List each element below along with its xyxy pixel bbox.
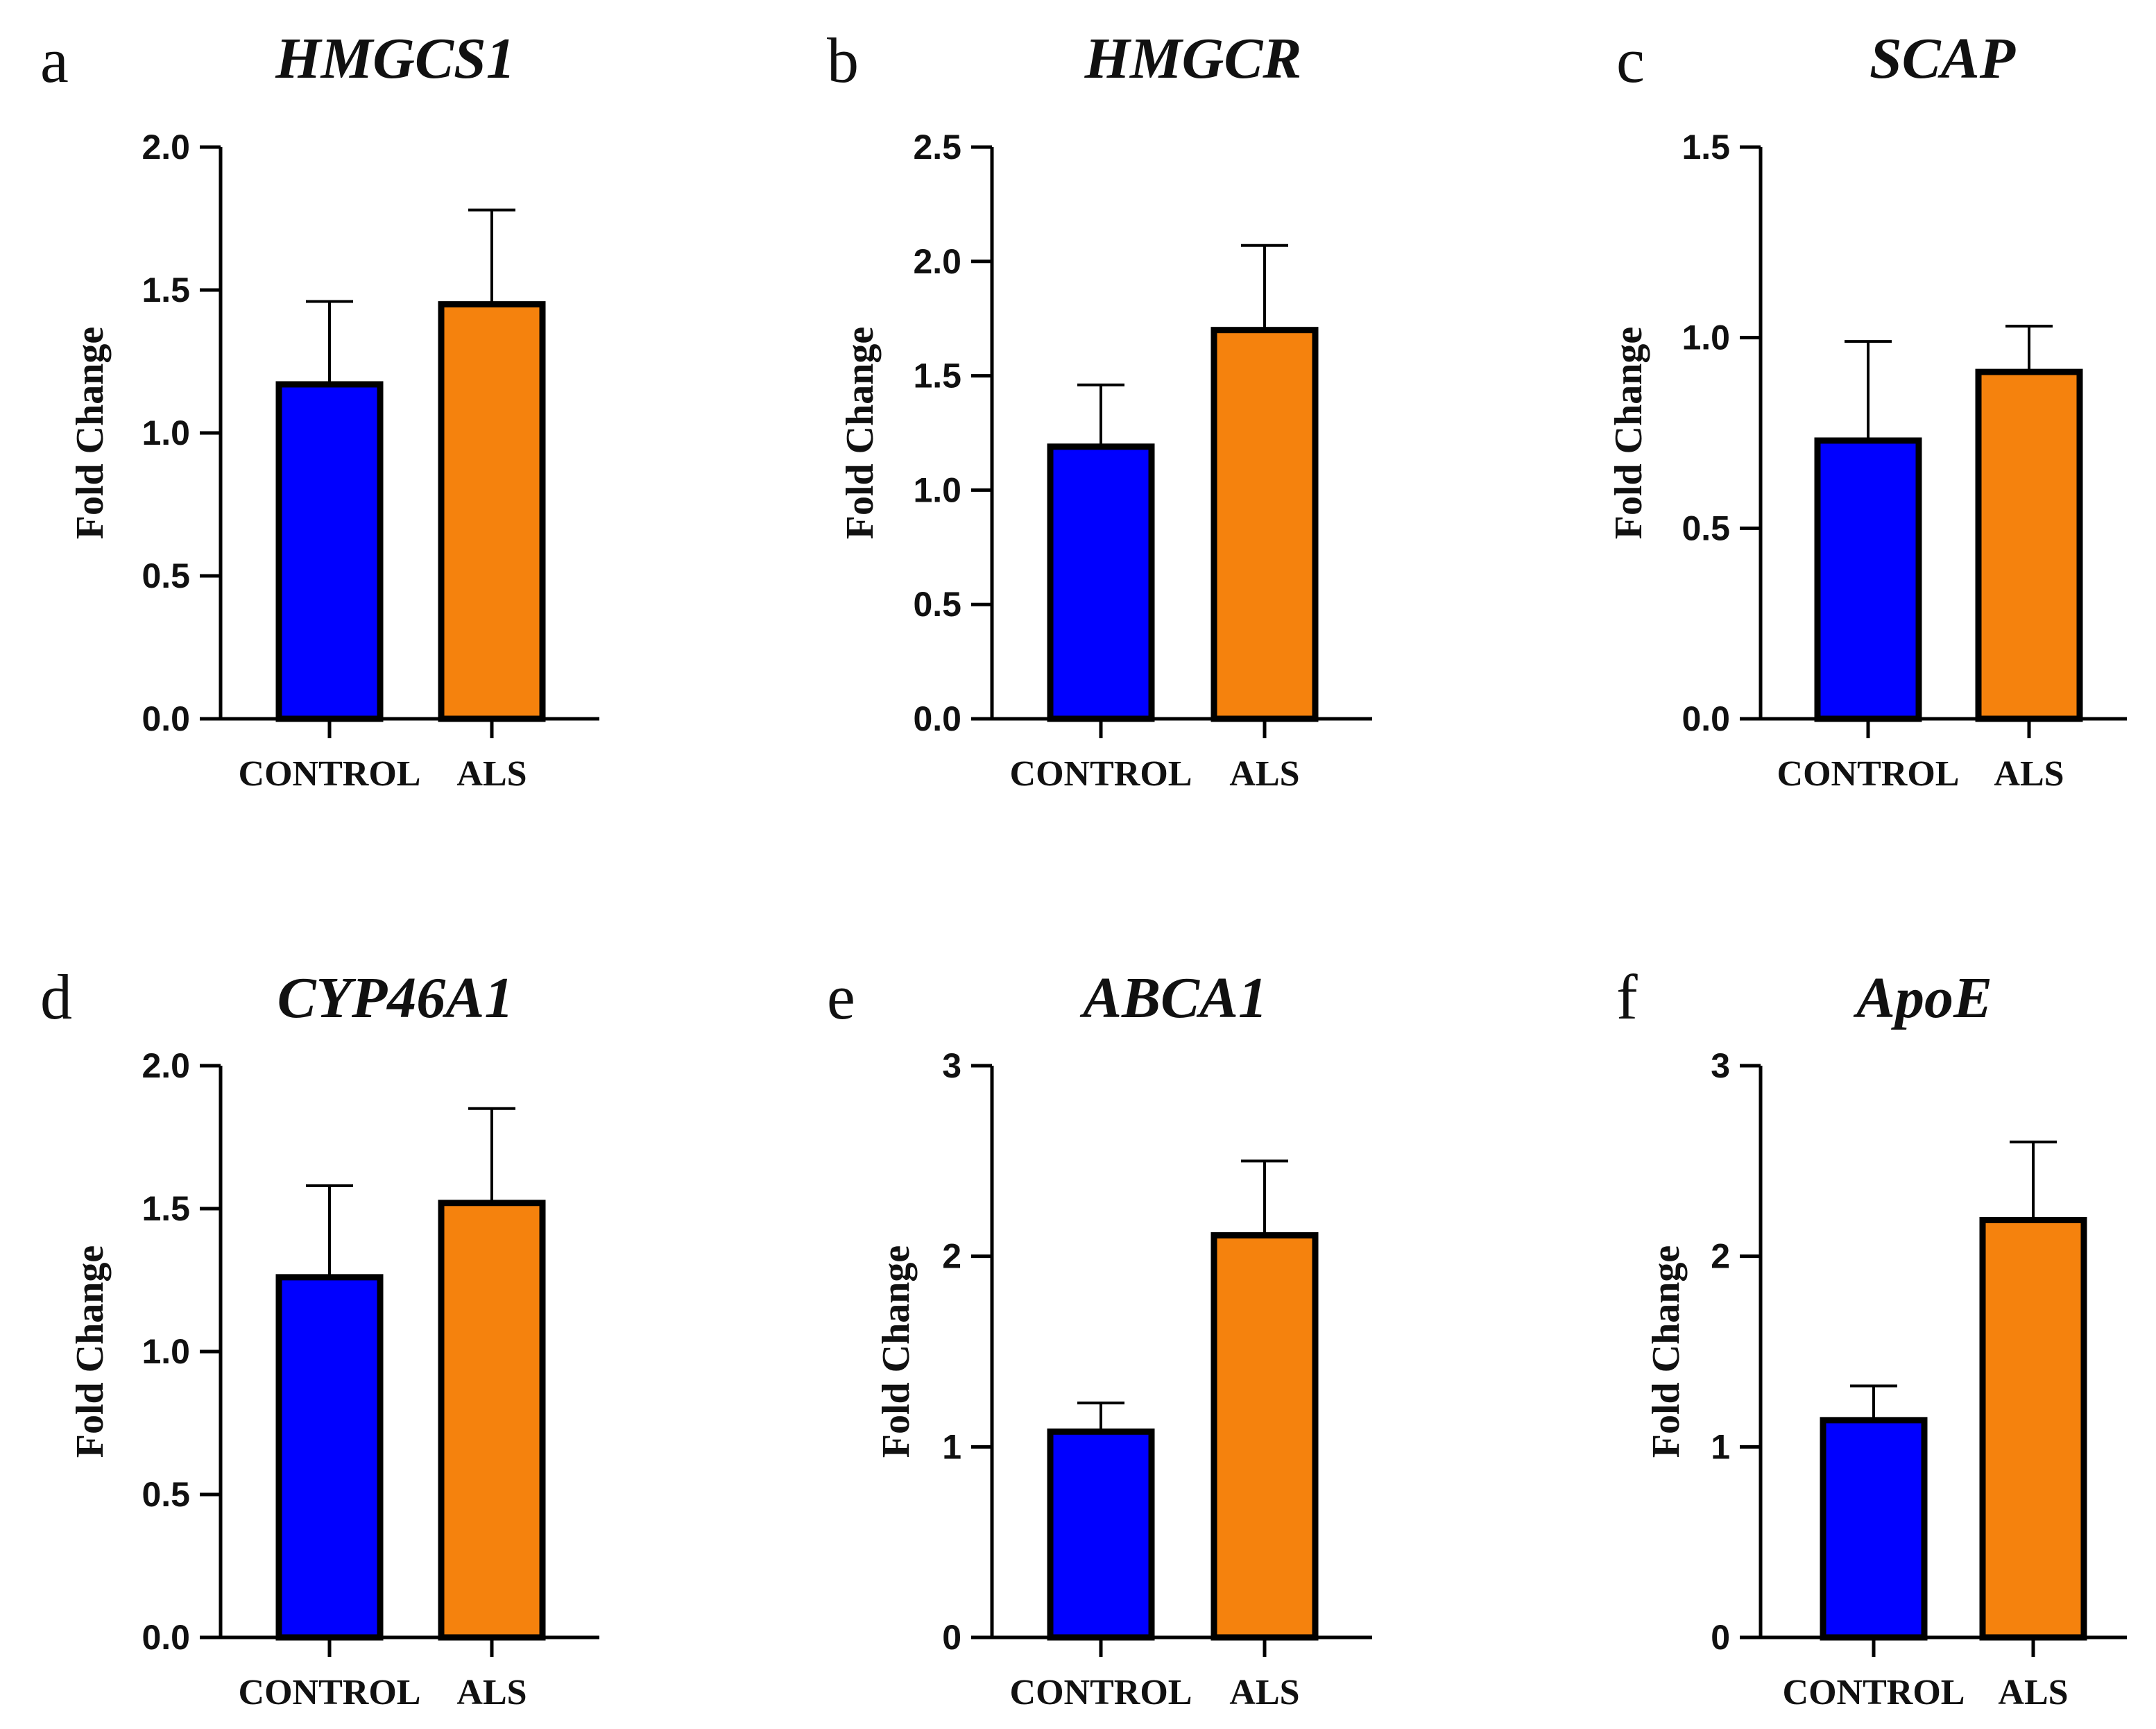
panel-f-bar-als xyxy=(1979,1216,2087,1641)
panel-f-bar-control xyxy=(1820,1417,1928,1641)
panel-f-letter: f xyxy=(1616,962,1638,1032)
panel-e-title: ABCA1 xyxy=(1079,966,1267,1030)
panel-f-title: ApoE xyxy=(1853,966,1992,1030)
panel-d-y-tick-label: 0.0 xyxy=(142,1618,190,1657)
panel-a-y-axis-label: Fold Change xyxy=(69,327,112,540)
panel-d-category-label-als: ALS xyxy=(456,1673,527,1712)
panel-b-y-tick-label: 0.0 xyxy=(913,699,961,738)
panel-c-y-tick-label: 0.0 xyxy=(1682,699,1730,738)
panel-b-letter: b xyxy=(827,25,859,96)
panel-a-y-tick-label: 0.0 xyxy=(142,699,190,738)
panel-a-bar-control xyxy=(275,381,384,722)
panel-e-y-axis-label: Fold Change xyxy=(875,1245,918,1458)
panel-c-title: SCAP xyxy=(1870,26,2016,91)
panel-b-y-axis-label: Fold Change xyxy=(839,327,882,540)
panel-e-y-tick-label: 2 xyxy=(942,1237,961,1276)
panel-c-y-tick-label: 0.5 xyxy=(1682,509,1730,547)
panel-c-bar-als xyxy=(1975,368,2083,722)
panel-b-category-label-control: CONTROL xyxy=(1010,754,1192,794)
panel-f-y-tick-label: 2 xyxy=(1711,1237,1730,1276)
panel-c-y-tick-label: 1.0 xyxy=(1682,318,1730,357)
panel-b-title: HMGCR xyxy=(1084,26,1302,91)
panel-a-category-label-control: CONTROL xyxy=(239,754,421,794)
panel-d-y-axis-label: Fold Change xyxy=(69,1245,112,1458)
panel-f-y-tick-label: 1 xyxy=(1711,1427,1730,1466)
panel-b-y-tick-label: 2.0 xyxy=(913,242,961,281)
panel-b-category-label-als: ALS xyxy=(1229,754,1299,794)
panel-b-bar-als xyxy=(1210,327,1319,722)
panel-a-title: HMGCS1 xyxy=(275,26,515,91)
panel-a-y-tick-label: 1.0 xyxy=(142,414,190,452)
panel-c-category-label-control: CONTROL xyxy=(1777,754,1960,794)
panel-d-y-tick-label: 1.5 xyxy=(142,1189,190,1228)
panel-f-y-axis-label: Fold Change xyxy=(1645,1245,1688,1458)
panel-c-y-tick-label: 1.5 xyxy=(1682,128,1730,167)
panel-b-y-tick-label: 0.5 xyxy=(913,585,961,624)
panel-a-category-label-als: ALS xyxy=(456,754,527,794)
panel-d-title: CYP46A1 xyxy=(277,966,514,1030)
panel-d-y-tick-label: 1.0 xyxy=(142,1332,190,1371)
panel-e-letter: e xyxy=(827,962,855,1032)
panel-b-bar-control xyxy=(1047,443,1155,722)
panel-e-bar-control xyxy=(1047,1428,1155,1641)
panel-e-bar-als xyxy=(1210,1232,1319,1641)
panel-e-category-label-control: CONTROL xyxy=(1010,1673,1192,1712)
panel-c-category-label-als: ALS xyxy=(1994,754,2064,794)
panel-f-category-label-als: ALS xyxy=(1998,1673,2068,1712)
panel-d-bar-control xyxy=(275,1274,384,1641)
panel-c-letter: c xyxy=(1616,25,1645,96)
panel-a-bar-als xyxy=(438,301,546,722)
panel-b-y-tick-label: 2.5 xyxy=(913,128,961,167)
panel-b-y-tick-label: 1.0 xyxy=(913,470,961,509)
panel-c-y-axis-label: Fold Change xyxy=(1607,327,1650,540)
panel-a-letter: a xyxy=(40,25,69,96)
panel-d-y-tick-label: 2.0 xyxy=(142,1046,190,1085)
panel-c-bar-control xyxy=(1814,437,1922,722)
panel-b-y-tick-label: 1.5 xyxy=(913,357,961,395)
panel-a-y-tick-label: 0.5 xyxy=(142,556,190,595)
panel-e-y-tick-label: 1 xyxy=(942,1427,961,1466)
panel-f-category-label-control: CONTROL xyxy=(1783,1673,1965,1712)
panel-e-y-tick-label: 0 xyxy=(942,1618,961,1657)
panel-d-y-tick-label: 0.5 xyxy=(142,1475,190,1514)
panel-f-y-tick-label: 3 xyxy=(1711,1046,1730,1085)
panel-e-category-label-als: ALS xyxy=(1229,1673,1299,1712)
panel-a-y-tick-label: 1.5 xyxy=(142,271,190,309)
panel-d-letter: d xyxy=(40,962,72,1032)
panel-d-bar-als xyxy=(438,1200,546,1641)
panel-f-y-tick-label: 0 xyxy=(1711,1618,1730,1657)
panel-d-category-label-control: CONTROL xyxy=(239,1673,421,1712)
panel-e-y-tick-label: 3 xyxy=(942,1046,961,1085)
panel-a-y-tick-label: 2.0 xyxy=(142,128,190,167)
